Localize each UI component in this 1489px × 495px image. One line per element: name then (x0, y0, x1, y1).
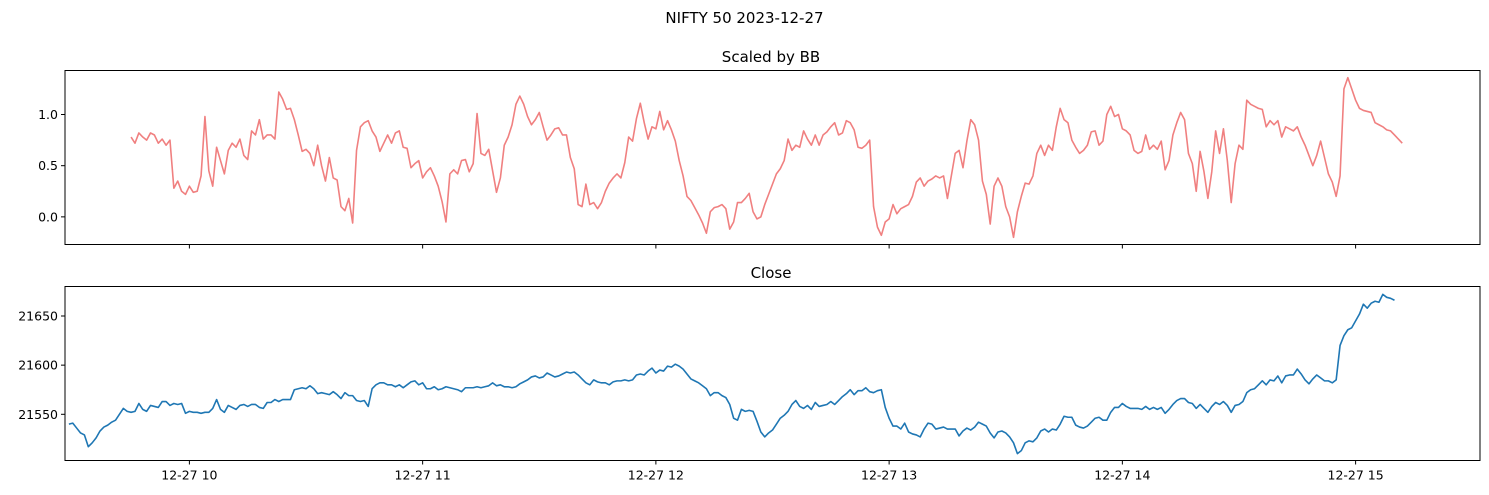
y-axis-scaled: 0.0 0.5 1.0 (38, 107, 65, 224)
ytick-label-close: 21550 (18, 407, 58, 422)
series-line-scaled-by-bb (130, 76, 1403, 239)
xtick-label-close: 12-27 15 (1328, 468, 1384, 483)
y-axis-close: 21550 21600 21650 (18, 308, 65, 422)
xtick-label-close: 12-27 10 (161, 468, 217, 483)
panel-title-close: Close (751, 264, 792, 282)
plot-area-close (64, 286, 1481, 461)
series-line-close (68, 293, 1395, 455)
x-axis-close: 12-27 10 12-27 11 12-27 12 12-27 13 12-27 14… (161, 460, 1384, 483)
xtick-label-close: 12-27 14 (1094, 468, 1150, 483)
xtick-label-close: 12-27 13 (861, 468, 917, 483)
ytick-label-close: 21600 (18, 358, 58, 373)
panel-scaled-by-bb: Scaled by BB 0.0 0.5 1.0 (38, 48, 1481, 249)
x-axis-scaled (188, 244, 1357, 249)
xtick-label-close: 12-27 12 (628, 468, 684, 483)
plot-area-scaled (64, 70, 1481, 245)
ytick-label-scaled: 0.0 (38, 209, 58, 224)
panel-title-scaled: Scaled by BB (722, 48, 820, 66)
figure-title: NIFTY 50 2023-12-27 (665, 9, 823, 27)
ytick-label-close: 21650 (18, 308, 58, 323)
ytick-label-scaled: 0.5 (38, 158, 58, 173)
xtick-label-close: 12-27 11 (395, 468, 451, 483)
ytick-label-scaled: 1.0 (38, 107, 58, 122)
